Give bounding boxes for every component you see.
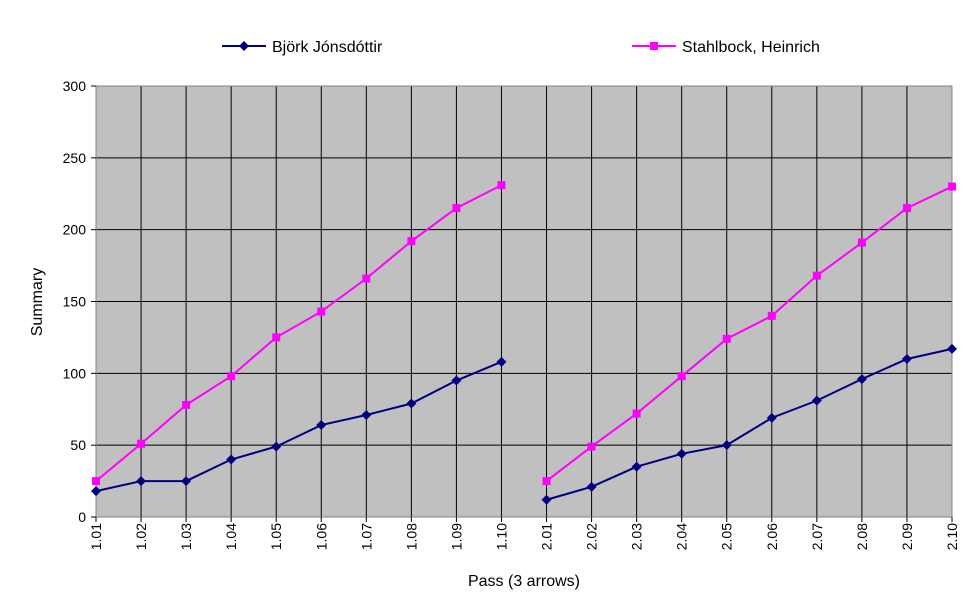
y-axis-title: Summary (29, 268, 46, 336)
series-line (545, 185, 953, 482)
x-tick-label: 1.01 (88, 523, 104, 550)
data-point (812, 271, 821, 280)
data-point (677, 372, 686, 381)
x-axis-ticks: 1.01 1.02 1.03 1.04 1.05 1.06 1.07 1.08 1.09 1.10… (88, 517, 960, 550)
y-tick-label: 50 (70, 437, 86, 453)
x-tick-label: 2.10 (944, 523, 960, 550)
y-tick-label: 200 (63, 222, 87, 238)
data-point (226, 454, 237, 465)
y-tick-label: 0 (78, 509, 86, 525)
data-point (316, 420, 327, 431)
data-point (406, 398, 417, 409)
data-point (317, 307, 326, 316)
y-tick-label: 300 (63, 78, 87, 94)
x-axis-title: Pass (3 arrows) (468, 573, 580, 590)
data-point (902, 204, 911, 213)
x-tick-label: 2.04 (674, 523, 690, 550)
x-tick-label: 1.02 (133, 523, 149, 550)
data-point (541, 494, 552, 505)
x-tick-label: 1.09 (448, 523, 464, 550)
data-point (92, 477, 100, 486)
data-point (91, 486, 101, 497)
data-point (857, 238, 866, 247)
series-line (546, 347, 953, 501)
data-point (181, 476, 192, 487)
data-point (361, 409, 372, 420)
x-tick-label: 1.04 (223, 523, 239, 550)
x-tick-label: 1.08 (403, 523, 419, 550)
data-point (856, 374, 867, 385)
x-tick-label: 2.01 (539, 523, 555, 550)
y-tick-label: 100 (63, 365, 87, 381)
legend-marker (239, 41, 249, 51)
series-1 (91, 343, 957, 505)
data-point (542, 477, 551, 486)
legend-label: Björk Jónsdóttir (272, 39, 383, 56)
data-point (182, 400, 191, 409)
data-point (452, 204, 461, 213)
series-group (91, 181, 957, 505)
data-point (496, 356, 507, 367)
data-point (767, 311, 776, 320)
data-point (947, 343, 957, 354)
data-point (587, 442, 596, 451)
data-point (407, 237, 416, 246)
series-line (95, 184, 502, 482)
y-tick-label: 150 (63, 294, 87, 310)
x-tick-label: 1.06 (313, 523, 329, 550)
x-tick-label: 2.09 (899, 523, 915, 550)
y-tick-label: 250 (63, 150, 87, 166)
data-point (451, 375, 462, 386)
x-tick-label: 2.05 (719, 523, 735, 550)
series-2 (92, 181, 956, 486)
x-tick-label: 2.06 (764, 523, 780, 550)
data-point (497, 181, 506, 190)
legend-marker (650, 42, 658, 50)
data-point (137, 439, 146, 448)
x-tick-label: 2.03 (629, 523, 645, 550)
series-line (95, 360, 502, 493)
data-point (948, 182, 956, 191)
data-point (586, 481, 597, 492)
y-axis-ticks: 0 50 100 150 200 250 300 (63, 78, 96, 525)
x-tick-label: 2.02 (584, 523, 600, 550)
legend-item: Björk Jónsdóttir (222, 39, 383, 56)
data-point (721, 440, 732, 451)
data-point (271, 441, 282, 452)
data-point (362, 274, 371, 283)
x-tick-label: 2.08 (854, 523, 870, 550)
data-point (136, 476, 147, 487)
data-point (632, 409, 641, 418)
data-point (722, 334, 731, 343)
legend: Björk Jónsdóttir Stahlbock, Heinrich (222, 39, 820, 56)
data-point (631, 461, 642, 472)
x-tick-label: 1.05 (268, 523, 284, 550)
x-tick-label: 2.07 (809, 523, 825, 550)
data-point (227, 372, 236, 381)
x-tick-label: 1.07 (358, 523, 374, 550)
data-point (811, 395, 822, 406)
data-point (676, 448, 687, 459)
data-point (272, 333, 281, 342)
legend-item: Stahlbock, Heinrich (632, 39, 820, 56)
legend-label: Stahlbock, Heinrich (682, 39, 820, 56)
x-tick-label: 1.10 (493, 523, 509, 550)
x-tick-label: 1.03 (178, 523, 194, 550)
data-point (766, 412, 777, 423)
data-point (901, 353, 912, 364)
